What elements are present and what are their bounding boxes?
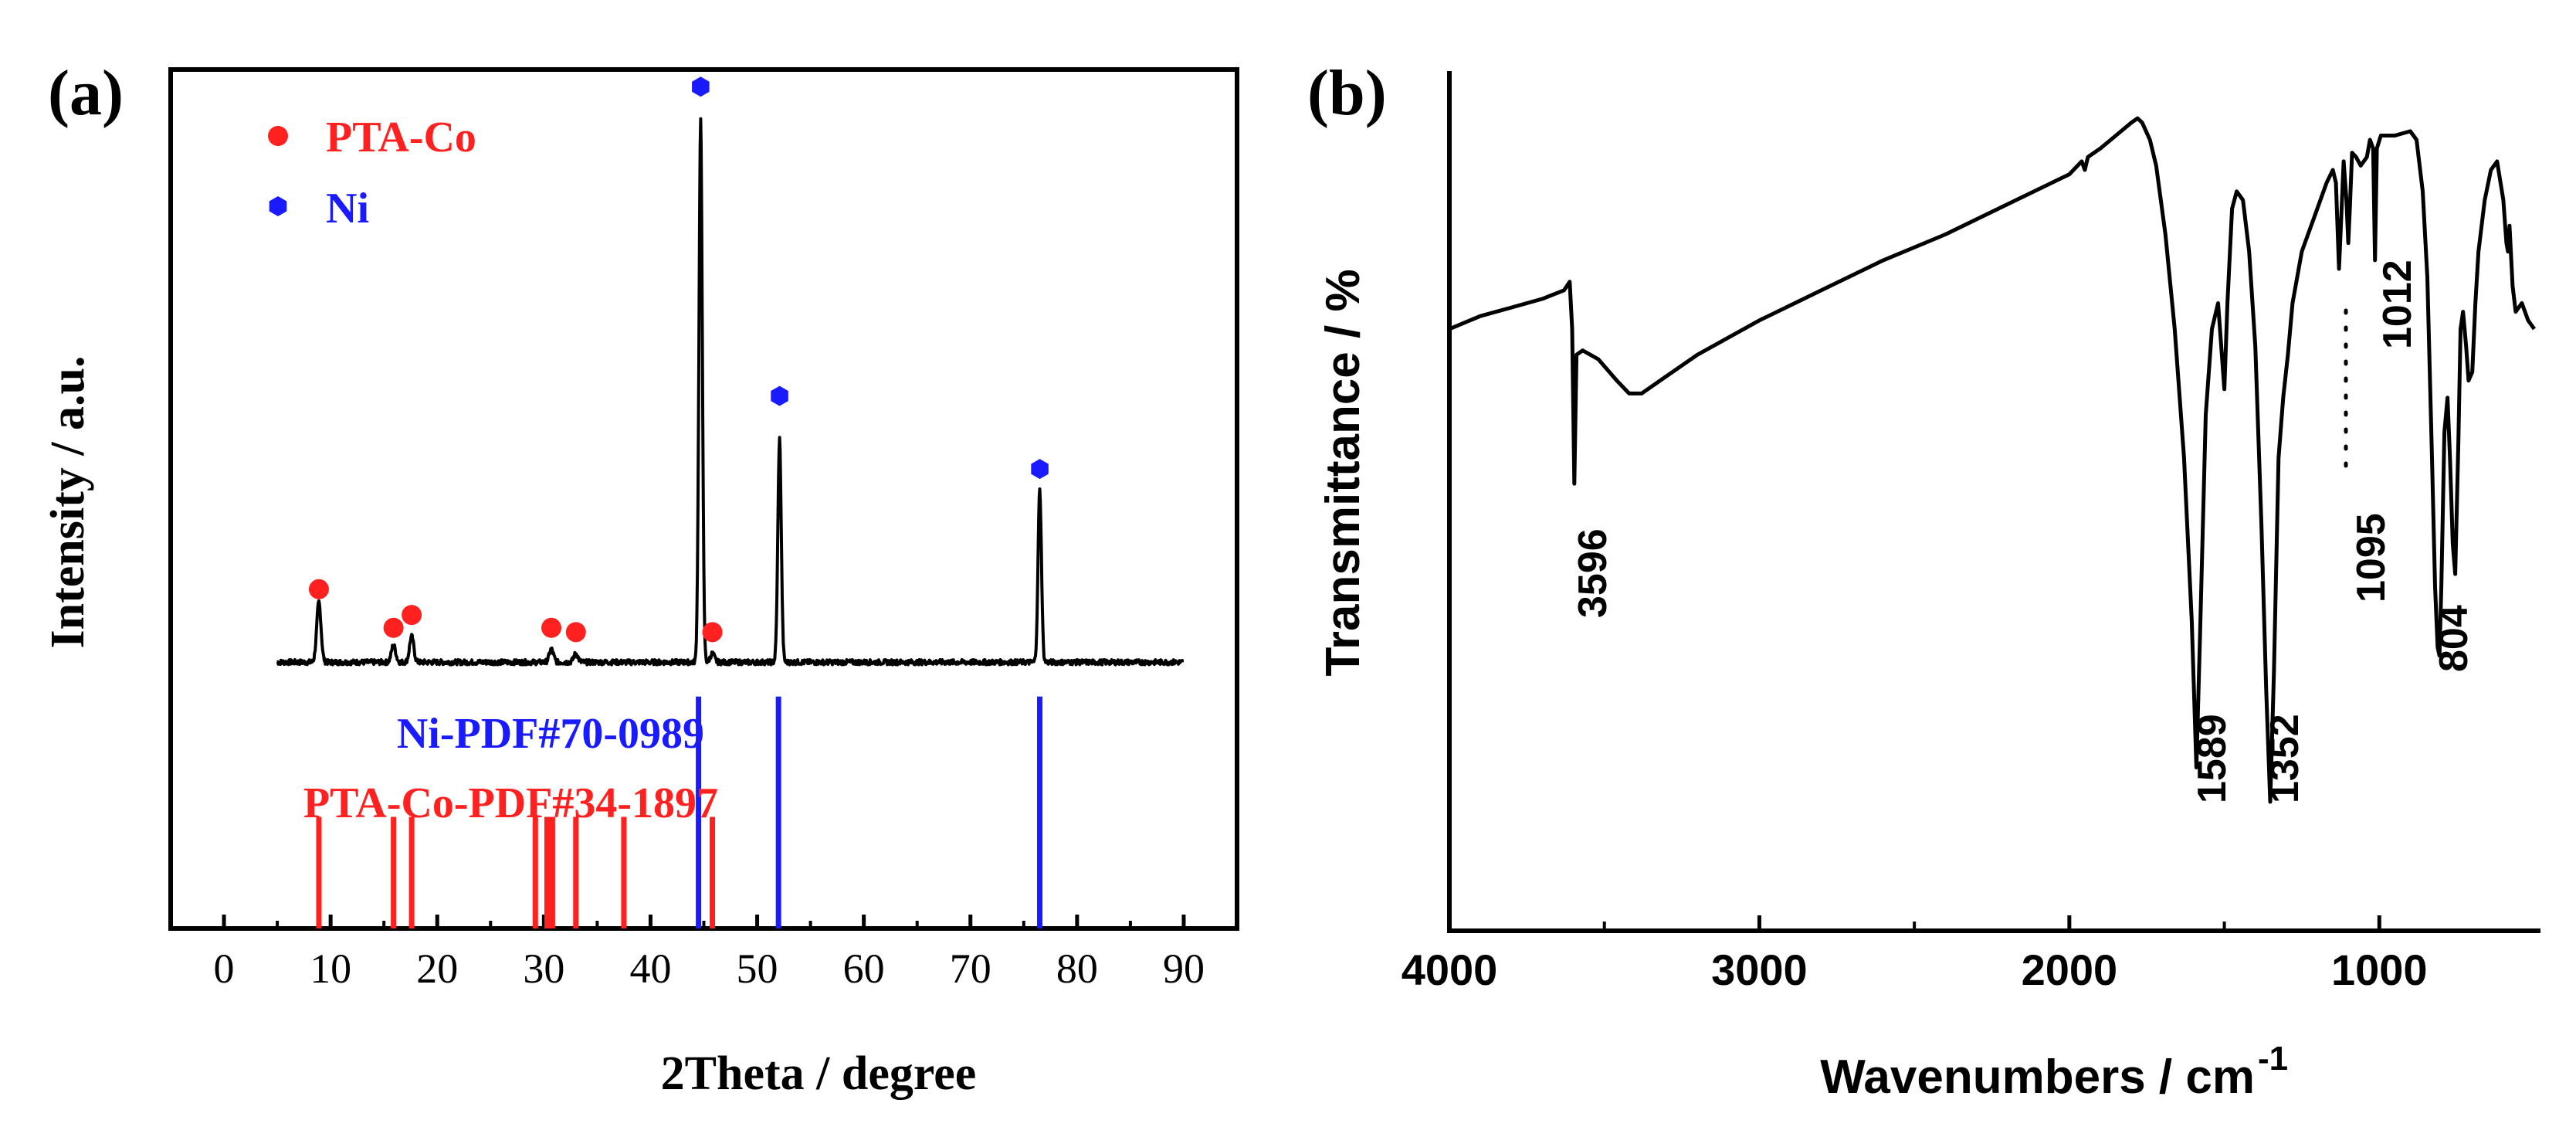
peak-label-1012: 1012 xyxy=(2375,260,2420,349)
panel-b-y-axis-label: Transmittance / % xyxy=(1317,269,1370,676)
panel-b-x-axis: 4000 3000 2000 1000 xyxy=(1402,915,2428,994)
ni-peak-marker-44.7 xyxy=(692,76,710,97)
panel-a-y-axis-label: Intensity / a.u. xyxy=(42,356,94,649)
ptaco-peak-marker-17.6 xyxy=(402,605,422,626)
peak-label-1352: 1352 xyxy=(2262,714,2307,803)
panel-a-reference-lines xyxy=(316,696,1043,928)
ptaco-peak-marker-8.9 xyxy=(308,579,329,599)
peak-label-1589: 1589 xyxy=(2190,714,2235,803)
legend-ptaco-label: PTA-Co xyxy=(326,114,476,161)
peak-label-3596: 3596 xyxy=(1571,528,1615,618)
panel-b-x-axis-label: Wavenumbers / cm xyxy=(1820,1051,2255,1104)
ptaco-peak-marker-33 xyxy=(565,622,586,643)
ptaco-pdf-reference-label: PTA-Co-PDF#34-1897 xyxy=(303,779,718,827)
a-xtick-label-30: 30 xyxy=(523,945,564,992)
a-xtick-label-20: 20 xyxy=(416,945,458,992)
peak-label-804: 804 xyxy=(2432,605,2476,672)
a-xtick-label-0: 0 xyxy=(214,945,235,992)
a-xtick-label-40: 40 xyxy=(629,945,671,992)
a-xtick-label-80: 80 xyxy=(1056,945,1098,992)
legend-ni-hexagon-icon xyxy=(269,196,287,216)
a-xtick-label-10: 10 xyxy=(310,945,351,992)
b-xtick-label-3000: 3000 xyxy=(1711,945,1808,994)
ptaco-peak-marker-45.8 xyxy=(702,622,723,643)
legend-ptaco-circle-icon xyxy=(268,126,288,146)
ni-peak-marker-76.5 xyxy=(1031,459,1049,480)
ptaco-peak-marker-30.7 xyxy=(541,617,562,638)
peak-label-1095: 1095 xyxy=(2349,513,2394,603)
panel-a-legend: PTA-Co Ni xyxy=(268,114,476,233)
panel-b-x-axis-label-superscript: -1 xyxy=(2258,1040,2288,1078)
panel-a-xrd-trace xyxy=(276,117,1185,667)
panel-a-peak-markers xyxy=(308,76,1049,643)
panel-b-ftir-chart: (b) 4000 3000 2000 1000 3596 1589 1352 1095… xyxy=(1307,57,2540,1104)
panel-b-peak-labels: 3596 1589 1352 1095 1012 804 xyxy=(1571,260,2476,803)
b-xtick-label-4000: 4000 xyxy=(1402,945,1498,994)
a-xtick-label-70: 70 xyxy=(950,945,991,992)
a-xtick-label-90: 90 xyxy=(1163,945,1205,992)
a-xtick-label-60: 60 xyxy=(843,945,885,992)
legend-ni-label: Ni xyxy=(326,185,369,233)
b-xtick-label-1000: 1000 xyxy=(2331,945,2428,994)
panel-a-x-axis: 0 10 20 30 40 50 60 70 80 90 xyxy=(169,915,1239,992)
a-xtick-label-50: 50 xyxy=(737,945,778,992)
panel-a-x-axis-label: 2Theta / degree xyxy=(661,1047,977,1100)
panel-b-label: (b) xyxy=(1307,57,1387,129)
panel-a-xrd-chart: (a) 0 10 20 30 40 50 60 70 80 90 PTA-Co Ni Ni-PDF… xyxy=(42,57,1239,1100)
b-xtick-label-2000: 2000 xyxy=(2022,945,2118,994)
panel-b-ftir-trace xyxy=(1449,116,2537,804)
ni-peak-marker-52.1 xyxy=(771,385,788,406)
panel-a-label: (a) xyxy=(48,57,124,129)
ni-pdf-reference-label: Ni-PDF#70-0989 xyxy=(397,710,704,758)
ptaco-peak-marker-15.9 xyxy=(383,617,404,638)
